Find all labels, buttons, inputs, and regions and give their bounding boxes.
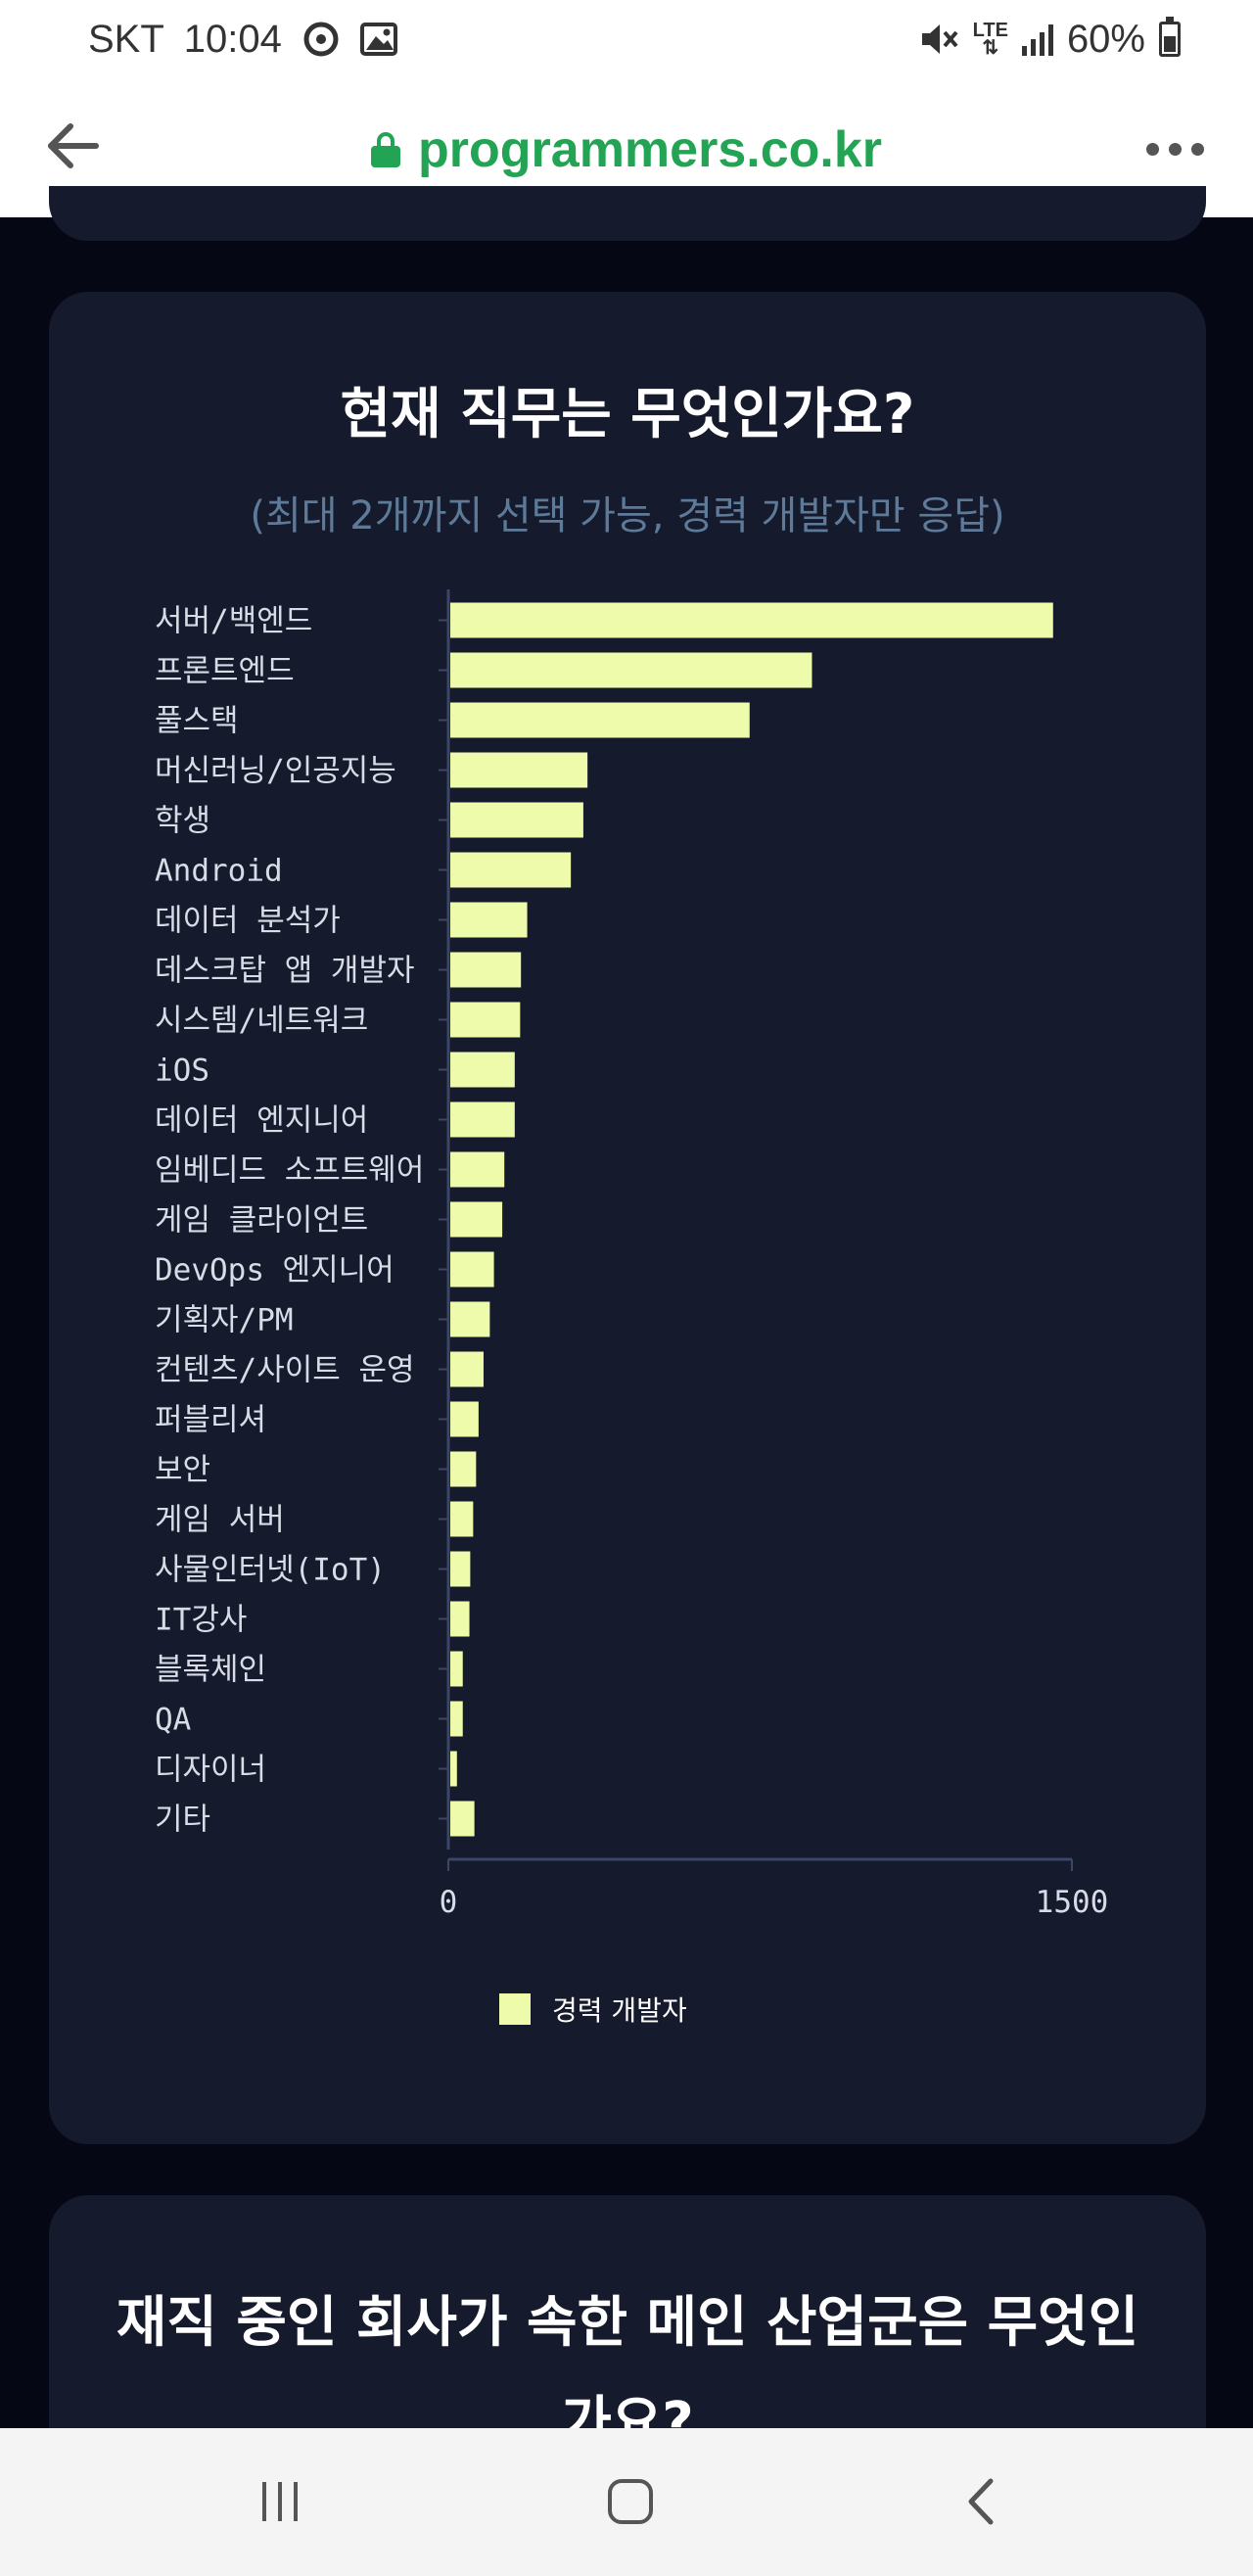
bar <box>450 802 583 838</box>
data-arrows-icon: ⇅ <box>982 37 999 59</box>
battery-icon <box>1159 17 1181 57</box>
image-icon <box>359 23 397 56</box>
x-tick-label: 1500 <box>1036 1885 1109 1920</box>
category-label: 서버/백엔드 <box>155 604 312 639</box>
category-label: 디자이너 <box>155 1753 266 1788</box>
category-label: 데스크탑 앱 개발자 <box>155 954 415 989</box>
x-tick-label: 0 <box>440 1885 458 1920</box>
back-icon[interactable] <box>942 2467 1020 2536</box>
category-label: DevOps 엔지니어 <box>155 1253 394 1288</box>
category-label: 데이터 분석가 <box>155 904 341 939</box>
category-label: IT강사 <box>155 1603 247 1638</box>
survey-card: 현재 직무는 무엇인가요? (최대 2개까지 선택 가능, 경력 개발자만 응답… <box>49 292 1206 2144</box>
category-label: 시스템/네트워크 <box>155 1004 368 1039</box>
card-title: 현재 직무는 무엇인가요? <box>340 383 915 446</box>
category-label: 풀스택 <box>155 704 239 739</box>
url-text[interactable]: programmers.co.kr <box>418 121 882 178</box>
bar <box>450 852 572 888</box>
signal-icon <box>1021 23 1053 56</box>
bar <box>450 1002 521 1038</box>
category-label: 사물인터넷(IoT) <box>155 1553 386 1588</box>
bar <box>450 1751 457 1787</box>
bar <box>450 702 750 738</box>
legend: 경력 개발자 <box>499 1990 687 2029</box>
home-icon[interactable] <box>591 2467 670 2536</box>
more-menu-icon[interactable] <box>1143 129 1206 168</box>
category-label: 데이터 엔지니어 <box>155 1103 368 1139</box>
lock-icon <box>371 132 401 167</box>
address-bar[interactable]: programmers.co.kr <box>0 116 1253 184</box>
category-label: 컨텐츠/사이트 운영 <box>155 1353 415 1388</box>
bar <box>450 952 522 988</box>
category-label: 머신러닝/인공지능 <box>155 754 396 789</box>
bar <box>450 1651 463 1687</box>
category-label: 학생 <box>155 804 210 839</box>
legend-label: 경력 개발자 <box>552 1994 687 2027</box>
bar <box>450 1551 471 1587</box>
bar <box>450 902 528 938</box>
category-label: 프론트엔드 <box>155 654 295 689</box>
data-saver-icon <box>303 22 339 57</box>
recent-apps-icon[interactable] <box>241 2467 319 2536</box>
bar <box>450 1101 515 1138</box>
bar <box>450 1451 477 1487</box>
network-indicator: LTE ⇅ <box>972 20 1008 59</box>
category-label: 퍼블리셔 <box>155 1403 266 1438</box>
bar <box>450 1501 474 1537</box>
bar <box>450 1301 490 1337</box>
bar <box>450 652 812 688</box>
category-label: 기획자/PM <box>155 1303 294 1338</box>
bar <box>450 1701 463 1737</box>
category-label: 기타 <box>155 1803 210 1838</box>
bar <box>450 1601 470 1637</box>
carrier: SKT <box>88 17 164 61</box>
category-label: 게임 서버 <box>155 1503 285 1538</box>
category-label: Android <box>155 854 283 889</box>
mute-icon <box>921 24 958 54</box>
category-label: 블록체인 <box>155 1653 266 1688</box>
bar <box>450 752 588 788</box>
battery-percent: 60% <box>1066 17 1145 61</box>
back-arrow-icon[interactable] <box>43 116 104 176</box>
system-nav-bar <box>0 2428 1253 2576</box>
bar <box>450 1052 515 1088</box>
category-label: 임베디드 소프트웨어 <box>155 1153 424 1189</box>
bar <box>450 602 1053 638</box>
bar <box>450 1251 494 1288</box>
category-label: QA <box>155 1703 192 1738</box>
category-label: 게임 클라이언트 <box>155 1203 368 1239</box>
status-bar: SKT 10:04 LTE ⇅ 60% <box>0 0 1253 78</box>
bar <box>450 1201 503 1238</box>
bar <box>450 1351 484 1387</box>
card-subtitle: (최대 2개까지 선택 가능, 경력 개발자만 응답) <box>250 493 1005 539</box>
clock: 10:04 <box>183 17 282 61</box>
network-type: LTE <box>972 20 1008 41</box>
category-label: iOS <box>155 1054 209 1089</box>
bar <box>450 1801 475 1837</box>
category-label: 보안 <box>155 1453 210 1488</box>
bar <box>450 1151 505 1188</box>
legend-swatch <box>499 1993 531 2025</box>
previous-card <box>49 186 1206 241</box>
bar <box>450 1401 479 1437</box>
